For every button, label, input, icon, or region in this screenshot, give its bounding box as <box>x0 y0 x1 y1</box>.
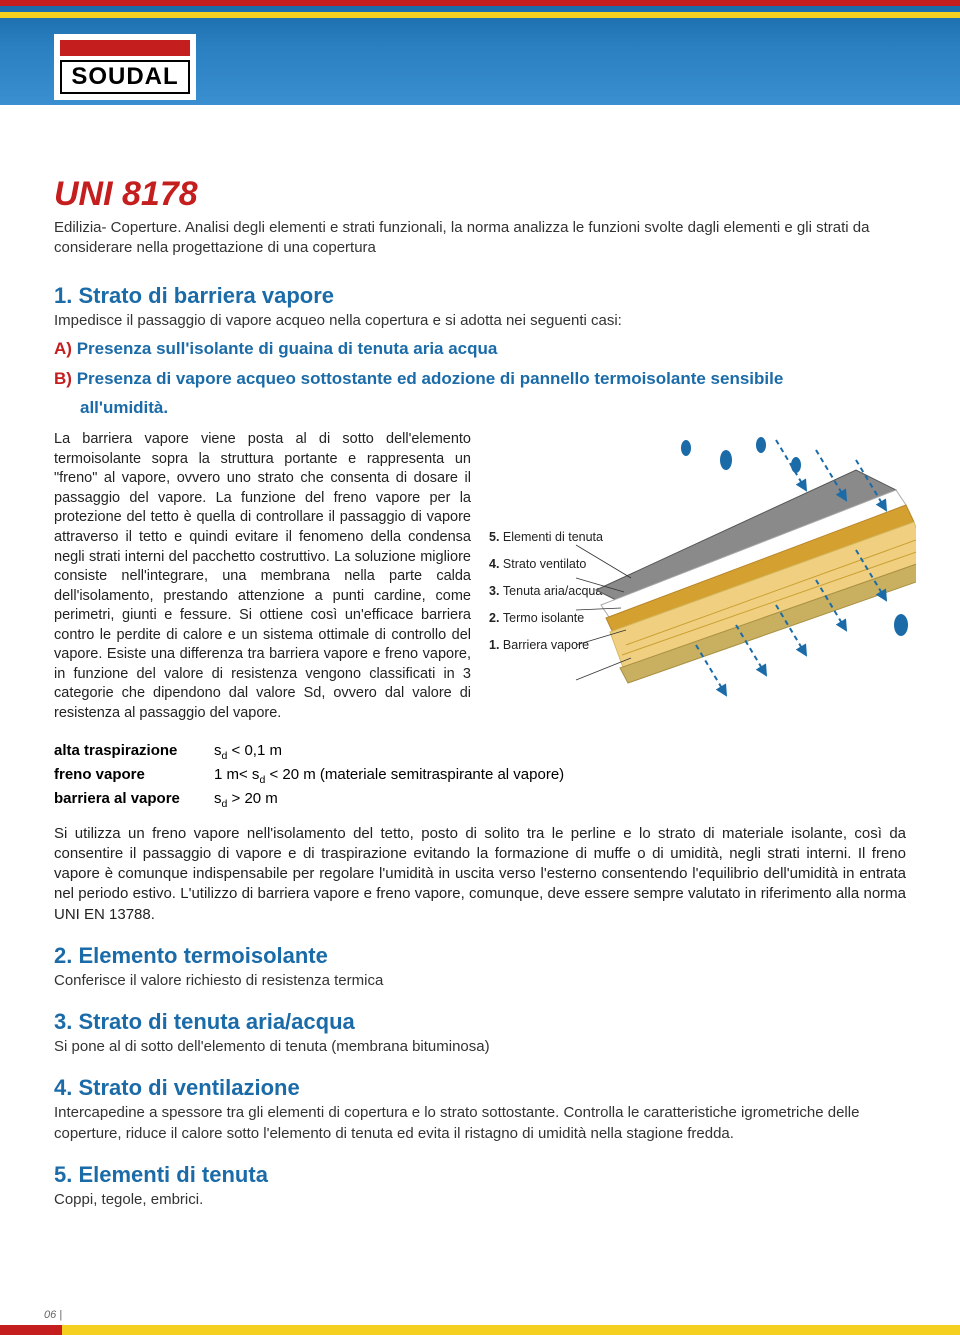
footer-red <box>0 1325 62 1335</box>
roof-diagram: 5. Elementi di tenuta 4. Strato ventilat… <box>489 430 906 723</box>
page-content: UNI 8178 Edilizia- Coperture. Analisi de… <box>0 105 960 1236</box>
cat-value-3: sd > 20 m <box>214 790 278 810</box>
cat-value-2: 1 m< sd < 20 m (materiale semitraspirant… <box>214 766 564 786</box>
header-banner: SOUDAL <box>0 0 960 105</box>
cat-value-1: sd < 0,1 m <box>214 742 282 762</box>
roof-diagram-svg <box>496 430 916 730</box>
cat-label-1: alta traspirazione <box>54 742 214 762</box>
section2-sub: Conferisce il valore richiesto di resist… <box>54 971 906 991</box>
logo-red-bar <box>60 40 190 56</box>
section1-heading: 1. Strato di barriera vapore <box>54 283 906 309</box>
cat-label-3: barriera al vapore <box>54 790 214 810</box>
footer-bar <box>0 1325 960 1335</box>
mid-paragraph: Si utilizza un freno vapore nell'isolame… <box>54 824 906 925</box>
item-b-text-1: Presenza di vapore acqueo sottostante ed… <box>77 369 784 388</box>
body-diagram-row: La barriera vapore viene posta al di sot… <box>54 430 906 723</box>
item-a-text: Presenza sull'isolante di guaina di tenu… <box>77 339 498 358</box>
item-b-letter: B) <box>54 369 72 388</box>
section1-item-a: A) Presenza sull'isolante di guaina di t… <box>54 337 906 361</box>
brand-logo: SOUDAL <box>54 34 196 100</box>
section5-heading: 5. Elementi di tenuta <box>54 1162 906 1188</box>
section1-sub: Impedisce il passaggio di vapore acqueo … <box>54 311 906 331</box>
cat-label-2: freno vapore <box>54 766 214 786</box>
item-a-letter: A) <box>54 339 72 358</box>
footer-yellow <box>62 1325 960 1335</box>
table-row: alta traspirazione sd < 0,1 m <box>54 742 906 762</box>
section2-heading: 2. Elemento termoisolante <box>54 943 906 969</box>
section4-sub: Intercapedine a spessore tra gli element… <box>54 1103 906 1144</box>
section3-sub: Si pone al di sotto dell'elemento di ten… <box>54 1037 906 1057</box>
section4-heading: 4. Strato di ventilazione <box>54 1075 906 1101</box>
section1-body: La barriera vapore viene posta al di sot… <box>54 430 471 723</box>
table-row: barriera al vapore sd > 20 m <box>54 790 906 810</box>
banner-yellow-stripe <box>0 12 960 18</box>
section1-item-b: B) Presenza di vapore acqueo sottostante… <box>54 367 906 391</box>
page-number: 06 | <box>44 1309 62 1321</box>
page-title: UNI 8178 <box>54 175 906 214</box>
section5-sub: Coppi, tegole, embrici. <box>54 1190 906 1210</box>
item-b-text-2: all'umidità. <box>80 396 906 420</box>
vapor-categories-table: alta traspirazione sd < 0,1 m freno vapo… <box>54 742 906 810</box>
table-row: freno vapore 1 m< sd < 20 m (materiale s… <box>54 766 906 786</box>
section3-heading: 3. Strato di tenuta aria/acqua <box>54 1009 906 1035</box>
intro-text: Edilizia- Coperture. Analisi degli eleme… <box>54 218 906 259</box>
logo-text: SOUDAL <box>60 60 190 94</box>
